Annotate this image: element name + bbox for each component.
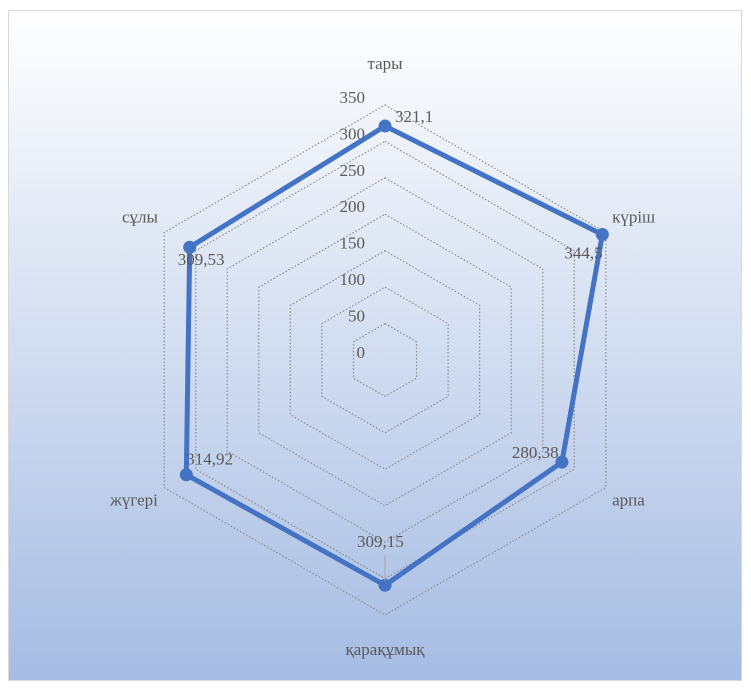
y-tick-label: 150 — [340, 234, 366, 253]
y-tick-label: 300 — [340, 124, 366, 143]
data-label: 309,53 — [178, 250, 225, 269]
y-tick-label: 0 — [357, 343, 366, 362]
data-label: 321,1 — [395, 107, 433, 126]
grid-line — [258, 213, 512, 507]
data-marker — [179, 468, 193, 482]
category-label: жүгері — [109, 490, 158, 509]
grid-line — [289, 250, 481, 470]
y-tick-label: 250 — [340, 161, 366, 180]
data-marker — [595, 228, 609, 242]
y-tick-label: 200 — [340, 197, 366, 216]
data-label: 309,15 — [357, 532, 404, 551]
grid-line — [226, 177, 544, 543]
category-label: қарақұмық — [345, 640, 425, 659]
y-tick-label: 50 — [348, 306, 365, 325]
y-tick-label: 350 — [340, 88, 366, 107]
data-label: 344,5 — [564, 243, 602, 262]
chart-frame — [8, 10, 742, 681]
category-label: тары — [367, 54, 403, 73]
data-label: 314,92 — [186, 450, 233, 469]
data-marker — [378, 119, 392, 133]
data-label: 280,38 — [512, 443, 559, 462]
y-tick-label: 100 — [340, 270, 366, 289]
data-marker — [555, 455, 569, 469]
category-label: сұлы — [122, 207, 159, 226]
data-marker — [183, 240, 197, 254]
data-marker — [378, 578, 392, 592]
grid-line — [163, 104, 607, 616]
category-label: арпа — [612, 490, 645, 509]
grid-line — [321, 286, 449, 434]
category-label: күріш — [612, 207, 655, 226]
grid-line — [352, 322, 418, 398]
